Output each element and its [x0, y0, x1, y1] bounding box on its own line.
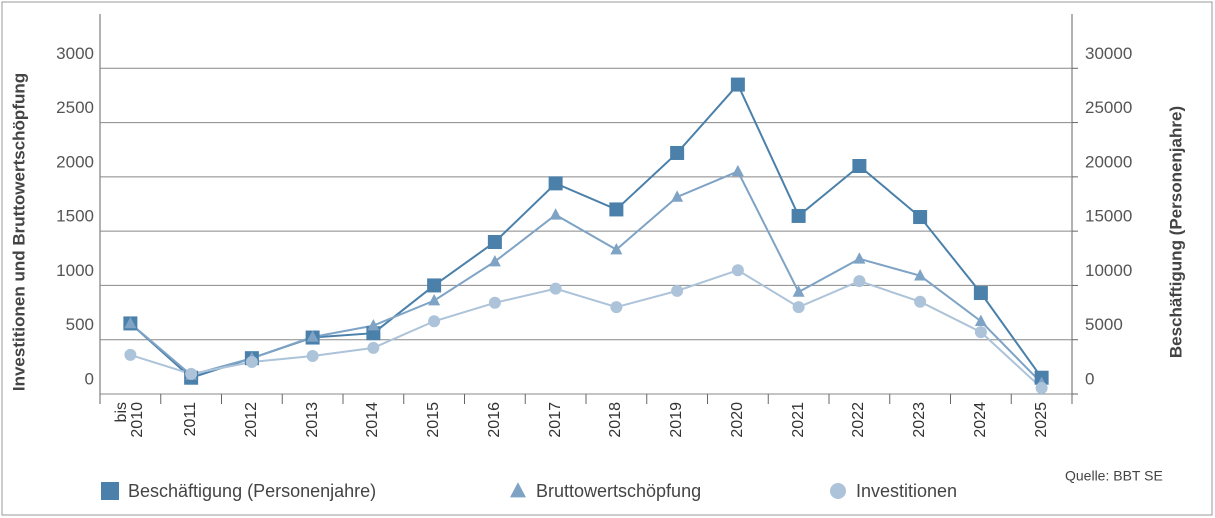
point — [853, 252, 866, 264]
point — [792, 285, 805, 297]
y-tick-label: 2500 — [56, 98, 94, 117]
point — [973, 286, 988, 301]
point — [549, 282, 562, 295]
point — [488, 254, 501, 267]
y2-tick-label: 25000 — [1085, 98, 1132, 117]
point — [731, 164, 744, 177]
point — [913, 210, 928, 225]
x-tick-label: 2019 — [668, 402, 686, 438]
y2-tick-label: 20000 — [1085, 152, 1132, 171]
x-tick-label: 2024 — [971, 402, 989, 438]
series-line — [130, 269, 1043, 389]
x-tick-label: 2011 — [182, 402, 200, 437]
x-tick-label: 2021 — [789, 402, 807, 438]
point — [185, 367, 198, 380]
legend-marker — [830, 483, 846, 499]
y-tick-label: 1500 — [56, 207, 94, 226]
point — [428, 294, 441, 306]
x-tick-label: bis 2010 — [113, 402, 147, 438]
legend-label: Bruttowertschöpfung — [536, 481, 701, 501]
point — [488, 296, 501, 309]
point — [730, 77, 745, 92]
y-tick-label: 2000 — [56, 152, 94, 171]
point — [610, 243, 623, 255]
x-tick-label: 2020 — [728, 402, 746, 438]
point — [671, 190, 684, 202]
x-tick-label: 2014 — [364, 402, 382, 438]
y-tick-label: 0 — [85, 369, 94, 388]
point — [731, 264, 744, 277]
x-tick-label: 2023 — [911, 402, 929, 438]
y2-tick-label: 30000 — [1085, 44, 1132, 63]
point — [852, 159, 867, 173]
y-tick-label: 3000 — [56, 44, 94, 63]
y2-tick-label: 15000 — [1085, 207, 1132, 226]
y2-tick-label: 10000 — [1085, 261, 1132, 280]
y-tick-label: 500 — [66, 315, 94, 334]
y-axis-title: Investitionen und Bruttowertschöpfung — [9, 73, 28, 391]
legend-label: Investitionen — [856, 481, 957, 501]
point — [853, 275, 866, 288]
x-tick-label: 2022 — [850, 402, 868, 438]
series-line — [129, 170, 1043, 384]
legend-label: Beschäftigung (Personenjahre) — [128, 481, 376, 501]
x-tick-label: 2015 — [425, 402, 443, 438]
point — [245, 355, 258, 368]
point — [548, 176, 563, 191]
point — [670, 145, 685, 160]
source: Quelle: BBT SE — [1065, 468, 1163, 484]
x-tick-label: 2013 — [303, 402, 321, 438]
point — [487, 235, 502, 249]
point — [427, 278, 442, 293]
point — [306, 350, 319, 362]
point — [609, 202, 624, 217]
x-tick-label: 2017 — [546, 402, 564, 438]
x-tick-label: 2012 — [242, 402, 260, 438]
point — [914, 269, 927, 281]
x-tick-label: 2016 — [485, 402, 503, 438]
y-tick-label: 1000 — [56, 261, 94, 280]
point — [367, 319, 380, 331]
y2-tick-label: 5000 — [1085, 315, 1123, 334]
x-tick-label: 2018 — [607, 402, 625, 438]
legend-marker — [510, 482, 526, 498]
point — [124, 348, 137, 361]
point — [1035, 382, 1048, 395]
point — [610, 301, 623, 314]
point — [792, 301, 805, 314]
x-tick-label: 2025 — [1032, 402, 1050, 438]
point — [124, 316, 137, 329]
point — [791, 208, 806, 223]
point — [367, 341, 380, 354]
point — [974, 314, 987, 327]
point — [914, 295, 927, 308]
point — [671, 284, 684, 297]
y2-tick-label: 0 — [1085, 369, 1094, 388]
point — [549, 208, 562, 220]
point — [974, 326, 987, 339]
point — [428, 315, 441, 328]
point — [306, 330, 319, 342]
legend-marker — [101, 482, 119, 500]
y2-axis-title: Beschäftigung (Personenjahre) — [1166, 106, 1185, 358]
